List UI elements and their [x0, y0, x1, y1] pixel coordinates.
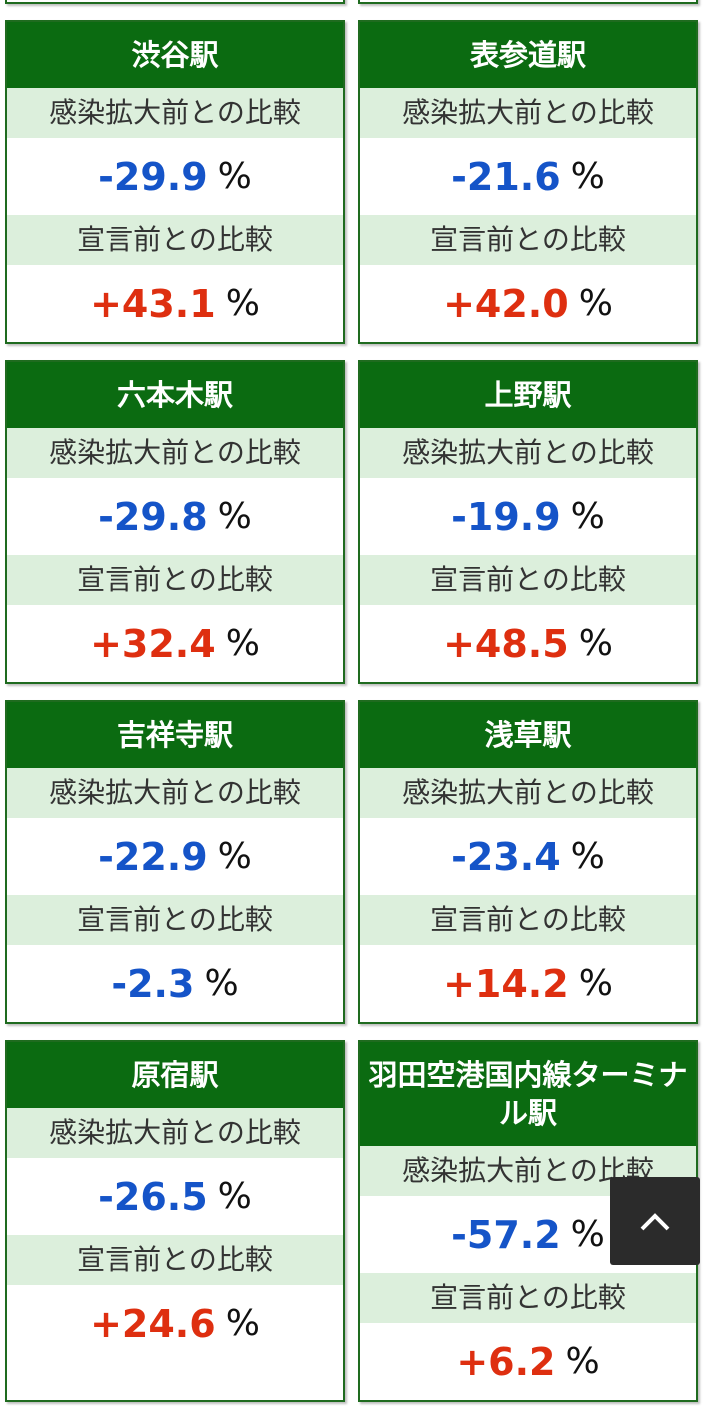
unit: %	[217, 156, 252, 197]
unit: %	[225, 623, 260, 664]
value-row: -26.5%	[7, 1158, 343, 1235]
comparison-label: 感染拡大前との比較	[360, 428, 696, 478]
value-row: -57.2%	[360, 1196, 696, 1273]
value-row: +43.1%	[7, 265, 343, 342]
unit: %	[217, 836, 252, 877]
comparison-label: 感染拡大前との比較	[360, 768, 696, 818]
unit: %	[217, 496, 252, 537]
comparison-label: 宣言前との比較	[7, 1235, 343, 1285]
station-card: 吉祥寺駅 感染拡大前との比較 -22.9% 宣言前との比較 -2.3%	[5, 700, 345, 1024]
value-row: -22.9%	[7, 818, 343, 895]
card-edge	[5, 0, 345, 4]
comparison-label: 感染拡大前との比較	[7, 1108, 343, 1158]
station-name: 吉祥寺駅	[7, 702, 343, 768]
station-card: 浅草駅 感染拡大前との比較 -23.4% 宣言前との比較 +14.2%	[358, 700, 698, 1024]
unit: %	[578, 623, 613, 664]
change-value: -26.5	[98, 1174, 208, 1219]
comparison-label: 感染拡大前との比較	[7, 88, 343, 138]
value-row: -29.9%	[7, 138, 343, 215]
change-value: -29.9	[98, 154, 208, 199]
unit: %	[565, 1341, 600, 1382]
station-name: 原宿駅	[7, 1042, 343, 1108]
unit: %	[570, 836, 605, 877]
comparison-label: 宣言前との比較	[7, 215, 343, 265]
comparison-label: 宣言前との比較	[7, 895, 343, 945]
change-value: +32.4	[90, 621, 216, 666]
change-value: +6.2	[456, 1339, 556, 1384]
value-row: -19.9%	[360, 478, 696, 555]
station-name: 上野駅	[360, 362, 696, 428]
value-row: +14.2%	[360, 945, 696, 1022]
card-grid: 渋谷駅 感染拡大前との比較 -29.9% 宣言前との比較 +43.1% 表参道駅 感染拡大前…	[5, 20, 698, 1402]
value-row: +6.2%	[360, 1323, 696, 1400]
change-value: -19.9	[451, 494, 561, 539]
comparison-label: 宣言前との比較	[360, 1273, 696, 1323]
station-card: 六本木駅 感染拡大前との比較 -29.8% 宣言前との比較 +32.4%	[5, 360, 345, 684]
change-value: -57.2	[451, 1212, 561, 1257]
change-value: -2.3	[111, 961, 195, 1006]
change-value: +48.5	[443, 621, 569, 666]
change-value: -29.8	[98, 494, 208, 539]
value-row: -29.8%	[7, 478, 343, 555]
change-value: +14.2	[443, 961, 569, 1006]
comparison-label: 感染拡大前との比較	[7, 768, 343, 818]
station-card: 表参道駅 感染拡大前との比較 -21.6% 宣言前との比較 +42.0%	[358, 20, 698, 344]
unit: %	[204, 963, 239, 1004]
comparison-label: 宣言前との比較	[360, 555, 696, 605]
change-value: -21.6	[451, 154, 561, 199]
station-name: 渋谷駅	[7, 22, 343, 88]
comparison-label: 宣言前との比較	[7, 555, 343, 605]
comparison-label: 感染拡大前との比較	[360, 88, 696, 138]
station-name: 表参道駅	[360, 22, 696, 88]
value-row: +42.0%	[360, 265, 696, 342]
comparison-label: 感染拡大前との比較	[7, 428, 343, 478]
station-name: 羽田空港国内線ターミナル駅	[360, 1042, 696, 1146]
value-row: +24.6%	[7, 1285, 343, 1362]
station-card: 上野駅 感染拡大前との比較 -19.9% 宣言前との比較 +48.5%	[358, 360, 698, 684]
comparison-label: 宣言前との比較	[360, 895, 696, 945]
station-name: 浅草駅	[360, 702, 696, 768]
change-value: -22.9	[98, 834, 208, 879]
unit: %	[217, 1176, 252, 1217]
station-card: 渋谷駅 感染拡大前との比較 -29.9% 宣言前との比較 +43.1%	[5, 20, 345, 344]
unit: %	[570, 496, 605, 537]
scroll-top-button[interactable]	[610, 1177, 700, 1265]
change-value: +43.1	[90, 281, 216, 326]
unit: %	[570, 156, 605, 197]
unit: %	[225, 1303, 260, 1344]
comparison-label: 宣言前との比較	[360, 215, 696, 265]
value-row: +48.5%	[360, 605, 696, 682]
chevron-icon	[640, 1213, 670, 1231]
unit: %	[225, 283, 260, 324]
unit: %	[570, 1214, 605, 1255]
value-row: -2.3%	[7, 945, 343, 1022]
unit: %	[578, 283, 613, 324]
value-row: +32.4%	[7, 605, 343, 682]
unit: %	[578, 963, 613, 1004]
value-row: -23.4%	[360, 818, 696, 895]
card-edge	[358, 0, 698, 4]
value-row: -21.6%	[360, 138, 696, 215]
station-card: 原宿駅 感染拡大前との比較 -26.5% 宣言前との比較 +24.6%	[5, 1040, 345, 1402]
change-value: +24.6	[90, 1301, 216, 1346]
station-name: 六本木駅	[7, 362, 343, 428]
change-value: +42.0	[443, 281, 569, 326]
change-value: -23.4	[451, 834, 561, 879]
